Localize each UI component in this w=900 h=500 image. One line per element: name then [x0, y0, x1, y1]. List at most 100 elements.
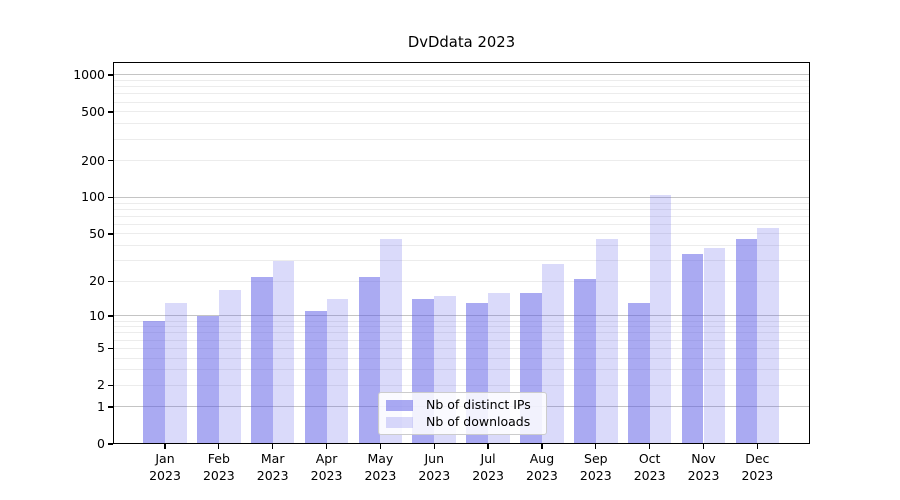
bar-apr-distinct-ips	[304, 311, 327, 444]
minor-gridline	[113, 202, 810, 204]
x-tick-mark	[487, 444, 489, 449]
x-tick-mark	[595, 444, 597, 449]
x-tick-mark	[756, 444, 758, 449]
minor-gridline	[113, 245, 810, 247]
y-tick-label: 500	[81, 103, 105, 119]
x-tick-month: Jul	[480, 451, 496, 466]
minor-gridline	[113, 233, 810, 235]
bar-dec-downloads	[757, 228, 780, 444]
y-tick-label: 100	[81, 189, 105, 205]
x-tick-month: Aug	[529, 451, 555, 466]
x-tick-label: Sep 2023	[561, 451, 631, 484]
x-tick-year: 2023	[202, 467, 235, 483]
plot-area	[113, 62, 810, 444]
minor-gridline	[113, 326, 810, 328]
bar-apr-downloads	[326, 299, 349, 444]
y-tick-label: 5	[97, 340, 105, 356]
minor-gridline	[113, 332, 810, 334]
x-tick-month: Feb	[207, 451, 230, 466]
x-tick-mark	[218, 444, 220, 449]
x-tick-mark	[433, 444, 435, 449]
bar-sep-downloads	[595, 239, 618, 444]
y-tick-mark	[108, 280, 113, 282]
bar-feb-downloads	[218, 289, 241, 444]
bar-mar-distinct-ips	[250, 276, 273, 444]
x-tick-year: 2023	[526, 467, 558, 483]
minor-gridline	[113, 384, 810, 386]
x-tick-label: Dec 2023	[722, 451, 792, 484]
bar-nov-downloads	[703, 248, 726, 444]
major-gridline	[113, 74, 810, 76]
x-tick-year: 2023	[687, 467, 720, 483]
x-tick-year: 2023	[633, 467, 666, 483]
y-tick-mark	[108, 347, 113, 349]
y-tick-label: 10	[89, 307, 105, 323]
x-tick-month: Mar	[260, 451, 285, 466]
y-tick-mark	[108, 111, 113, 113]
x-tick-year: 2023	[256, 467, 289, 483]
x-tick-month: Nov	[691, 451, 716, 466]
x-tick-label: Mar 2023	[238, 451, 308, 484]
legend-swatch-distinct-ips	[386, 399, 413, 411]
x-tick-month: Sep	[584, 451, 608, 466]
y-tick-mark	[108, 196, 113, 199]
bar-nov-distinct-ips	[681, 254, 704, 444]
legend-label-downloads: Nb of downloads	[426, 414, 531, 429]
y-tick-mark	[108, 233, 113, 235]
x-tick-label: Nov 2023	[669, 451, 739, 484]
minor-gridline	[113, 339, 810, 341]
minor-gridline	[113, 80, 810, 82]
legend-swatch-downloads	[386, 416, 413, 428]
x-tick-month: Dec	[745, 451, 770, 466]
y-tick-mark	[108, 406, 113, 408]
y-tick-label: 1000	[73, 66, 105, 82]
chart-title: DvDdata 2023	[407, 34, 516, 51]
y-tick-mark	[108, 315, 113, 317]
bar-oct-distinct-ips	[627, 303, 650, 444]
x-tick-label: Jan 2023	[130, 451, 200, 484]
minor-gridline	[113, 347, 810, 349]
minor-gridline	[113, 280, 810, 282]
x-tick-mark	[164, 444, 166, 449]
bar-mar-downloads	[272, 260, 295, 444]
y-tick-mark	[108, 443, 113, 445]
minor-gridline	[113, 357, 810, 359]
minor-gridline	[113, 123, 810, 125]
x-tick-month: Jun	[424, 451, 445, 466]
x-tick-label: May 2023	[345, 451, 415, 484]
y-tick-mark	[108, 74, 113, 76]
x-tick-label: Feb 2023	[184, 451, 254, 484]
minor-gridline	[113, 160, 810, 162]
x-tick-year: 2023	[310, 467, 343, 483]
x-tick-month: Apr	[315, 451, 338, 466]
legend-label-distinct-ips: Nb of distinct IPs	[426, 397, 531, 412]
x-tick-label: Apr 2023	[292, 451, 362, 484]
bar-aug-downloads	[541, 264, 564, 444]
x-tick-label: Jul 2023	[453, 451, 523, 484]
minor-gridline	[113, 223, 810, 225]
y-tick-label: 0	[97, 436, 105, 451]
x-tick-label: Jun 2023	[399, 451, 469, 484]
minor-gridline	[113, 215, 810, 217]
minor-gridline	[113, 101, 810, 103]
bar-sep-distinct-ips	[574, 278, 596, 444]
minor-gridline	[113, 320, 810, 322]
y-tick-mark	[108, 160, 113, 162]
y-tick-label: 50	[89, 225, 105, 241]
x-tick-year: 2023	[472, 467, 504, 483]
x-tick-label: Aug 2023	[507, 451, 577, 484]
minor-gridline	[113, 111, 810, 113]
x-tick-year: 2023	[741, 467, 774, 483]
x-tick-year: 2023	[418, 467, 451, 483]
x-tick-mark	[272, 444, 274, 449]
y-tick-mark	[108, 384, 113, 386]
minor-gridline	[113, 208, 810, 210]
bar-dec-distinct-ips	[735, 239, 758, 444]
minor-gridline	[113, 138, 810, 140]
x-tick-mark	[379, 444, 382, 449]
bar-jan-distinct-ips	[143, 321, 165, 444]
x-tick-month: May	[367, 451, 394, 466]
bar-feb-distinct-ips	[197, 315, 219, 444]
legend-item-downloads: Nb of downloads	[386, 415, 539, 429]
bar-may-distinct-ips	[358, 276, 381, 444]
